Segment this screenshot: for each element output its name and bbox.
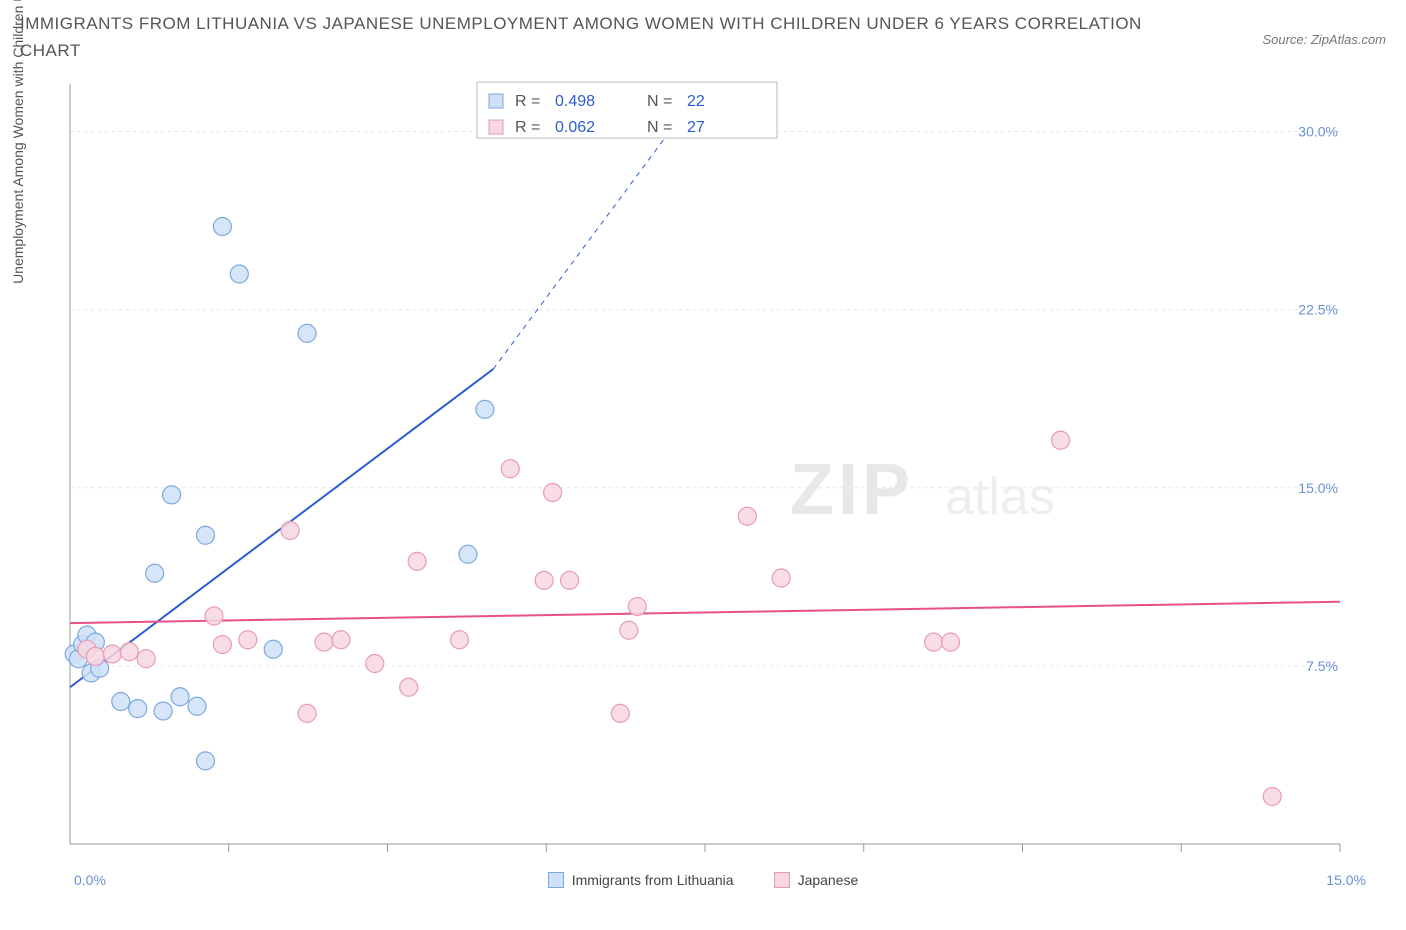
legend-label: Immigrants from Lithuania bbox=[572, 872, 734, 888]
data-point bbox=[620, 622, 638, 640]
data-point bbox=[264, 641, 282, 659]
watermark-atlas: atlas bbox=[945, 468, 1055, 526]
y-tick-label: 15.0% bbox=[1298, 480, 1338, 496]
legend-label: Japanese bbox=[798, 872, 859, 888]
data-point bbox=[103, 645, 121, 663]
data-point bbox=[298, 325, 316, 343]
data-point bbox=[129, 700, 147, 718]
data-point bbox=[146, 565, 164, 583]
data-point bbox=[86, 648, 104, 666]
y-tick-label: 30.0% bbox=[1298, 124, 1338, 140]
data-point bbox=[315, 634, 333, 652]
data-point bbox=[450, 631, 468, 649]
data-point bbox=[942, 634, 960, 652]
data-point bbox=[332, 631, 350, 649]
stats-swatch bbox=[489, 94, 503, 108]
y-tick-label: 7.5% bbox=[1306, 658, 1338, 674]
data-point bbox=[213, 636, 231, 654]
legend-swatch bbox=[774, 872, 790, 888]
data-point bbox=[561, 572, 579, 590]
stats-r-label: R = bbox=[515, 119, 540, 136]
data-point bbox=[112, 693, 130, 711]
data-point bbox=[188, 698, 206, 716]
data-point bbox=[1052, 432, 1070, 450]
data-point bbox=[213, 218, 231, 236]
chart-title: IMMIGRANTS FROM LITHUANIA VS JAPANESE UN… bbox=[20, 10, 1170, 64]
stats-n-value: 27 bbox=[687, 119, 705, 136]
data-point bbox=[298, 705, 316, 723]
data-point bbox=[544, 484, 562, 502]
data-point bbox=[196, 527, 214, 545]
stats-r-value: 0.062 bbox=[555, 119, 595, 136]
watermark-zip: ZIP bbox=[790, 450, 914, 530]
legend-item: Japanese bbox=[774, 872, 859, 888]
data-point bbox=[628, 598, 646, 616]
data-point bbox=[239, 631, 257, 649]
data-point bbox=[738, 508, 756, 526]
x-axis-start-label: 0.0% bbox=[74, 872, 106, 888]
stats-r-label: R = bbox=[515, 93, 540, 110]
data-point bbox=[535, 572, 553, 590]
data-point bbox=[459, 546, 477, 564]
data-point bbox=[120, 643, 138, 661]
data-point bbox=[196, 752, 214, 770]
data-point bbox=[501, 460, 519, 478]
stats-r-value: 0.498 bbox=[555, 93, 595, 110]
x-axis-end-label: 15.0% bbox=[1326, 872, 1366, 888]
stats-n-label: N = bbox=[647, 119, 672, 136]
data-point bbox=[366, 655, 384, 673]
source-attribution: Source: ZipAtlas.com bbox=[1262, 32, 1386, 47]
stats-swatch bbox=[489, 120, 503, 134]
scatter-chart: 7.5% 15.0% 22.5% 30.0% ZIP atlas R = 0.498 N = 22… bbox=[20, 74, 1350, 864]
header-row: IMMIGRANTS FROM LITHUANIA VS JAPANESE UN… bbox=[20, 10, 1386, 64]
data-point bbox=[137, 650, 155, 668]
y-tick-label: 22.5% bbox=[1298, 302, 1338, 318]
legend-swatch bbox=[548, 872, 564, 888]
data-point bbox=[925, 634, 943, 652]
stats-n-value: 22 bbox=[687, 93, 705, 110]
data-point bbox=[1263, 788, 1281, 806]
data-point bbox=[163, 486, 181, 504]
data-point bbox=[230, 265, 248, 283]
data-point bbox=[281, 522, 299, 540]
chart-container: Unemployment Among Women with Children U… bbox=[20, 74, 1386, 864]
trend-line bbox=[70, 602, 1340, 623]
data-point bbox=[171, 688, 189, 706]
stats-n-label: N = bbox=[647, 93, 672, 110]
data-point bbox=[476, 401, 494, 419]
data-point bbox=[400, 679, 418, 697]
data-point bbox=[408, 553, 426, 571]
bottom-legend: 0.0% Immigrants from Lithuania Japanese 1… bbox=[20, 872, 1386, 888]
data-point bbox=[205, 607, 223, 625]
data-point bbox=[154, 702, 172, 720]
data-point bbox=[611, 705, 629, 723]
y-axis-label: Unemployment Among Women with Children U… bbox=[10, 0, 26, 284]
legend-item: Immigrants from Lithuania bbox=[548, 872, 734, 888]
data-point bbox=[772, 569, 790, 587]
